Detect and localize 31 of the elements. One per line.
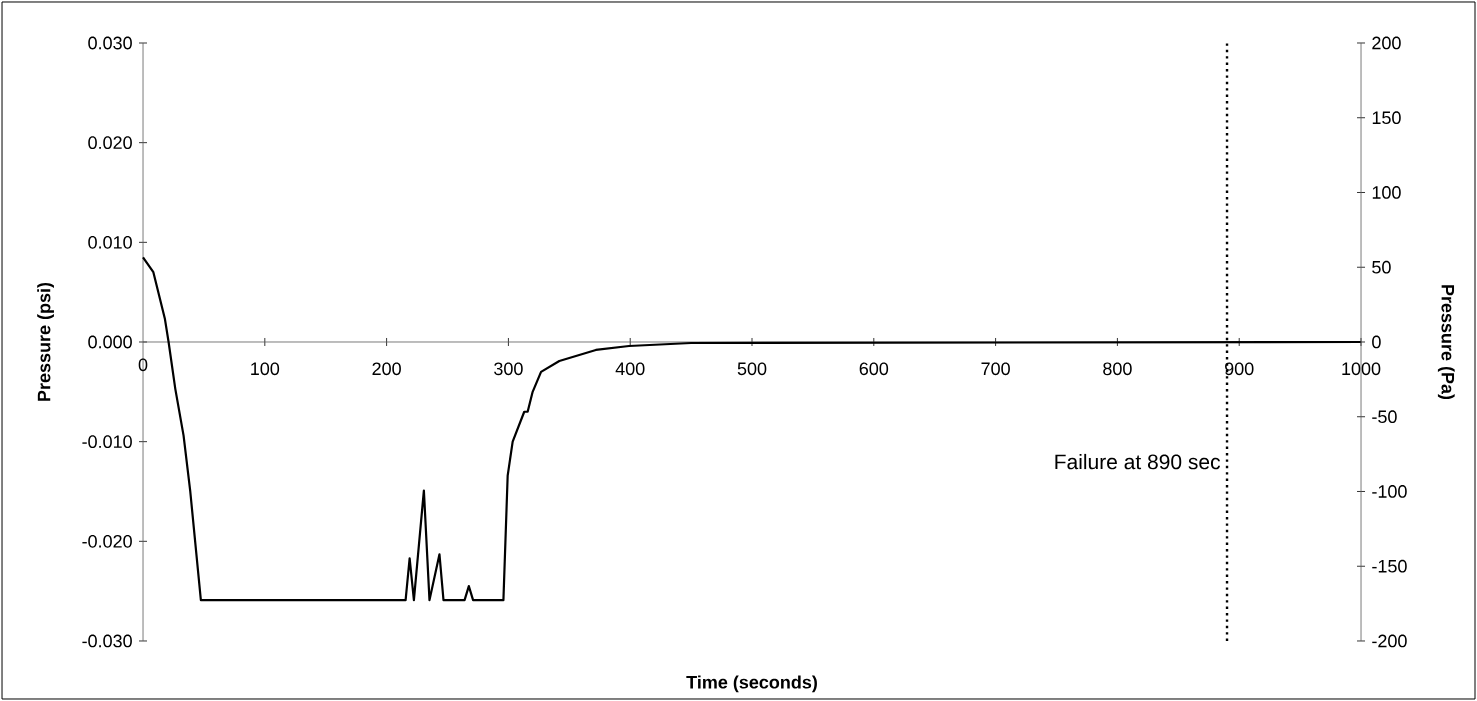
y2-axis-title: Pressure (Pa) xyxy=(1437,285,1455,400)
y2-tick-label: 150 xyxy=(1372,111,1401,125)
y-tick-label: 0.030 xyxy=(88,36,132,50)
x-tick-label: 800 xyxy=(1103,362,1132,376)
y-tick-label: -0.030 xyxy=(82,634,132,648)
y-tick-label: -0.020 xyxy=(82,534,132,548)
y-tick-label: -0.010 xyxy=(82,435,132,449)
y-tick-label: 0.020 xyxy=(88,136,132,150)
y-tick-label: 0.010 xyxy=(88,235,132,249)
x-tick-label: 500 xyxy=(737,362,767,376)
y2-tick-label: 50 xyxy=(1372,260,1391,274)
x-tick-label: 1000 xyxy=(1342,362,1381,376)
y2-tick-label: -50 xyxy=(1372,410,1397,424)
y2-tick-label: -200 xyxy=(1372,634,1407,648)
x-axis-title: Time (seconds) xyxy=(686,675,817,693)
y-tick-label: 0.000 xyxy=(88,335,132,349)
x-tick-label: 600 xyxy=(859,362,889,376)
y-axis-title: Pressure (psi) xyxy=(37,282,54,401)
x-tick-label: 100 xyxy=(251,362,280,376)
y2-tick-label: -100 xyxy=(1372,485,1407,498)
y2-tick-label: 0 xyxy=(1372,335,1381,349)
x-tick-label: 400 xyxy=(615,362,645,376)
x-tick-label: 0 xyxy=(138,358,148,372)
x-tick-label: 700 xyxy=(981,362,1010,376)
y2-tick-label: 100 xyxy=(1372,186,1401,199)
ref-line-label: Failure at 890 sec xyxy=(1055,453,1221,470)
y2-tick-label: 200 xyxy=(1372,36,1401,50)
x-tick-label: 200 xyxy=(372,362,401,376)
x-tick-label: 900 xyxy=(1225,362,1254,376)
y2-tick-label: -150 xyxy=(1372,559,1407,573)
x-tick-label: 300 xyxy=(494,362,523,376)
